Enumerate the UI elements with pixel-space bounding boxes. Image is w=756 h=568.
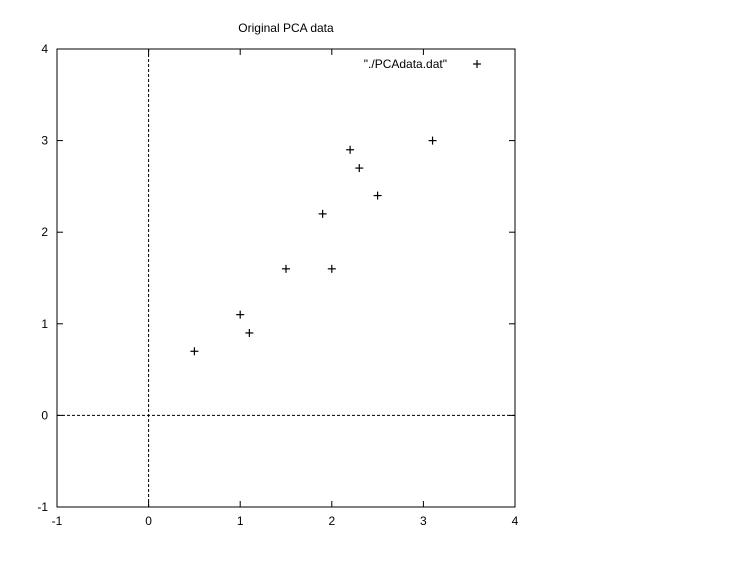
data-point — [318, 209, 327, 218]
data-point — [327, 264, 336, 273]
legend-label: "./PCAdata.dat" — [364, 57, 447, 71]
x-tick-label: 2 — [328, 514, 335, 528]
data-point — [245, 328, 254, 337]
data-point — [373, 191, 382, 200]
y-tick-label: -1 — [37, 500, 48, 514]
legend-plus-marker — [473, 60, 481, 68]
x-tick-label: 1 — [237, 514, 244, 528]
zero-axes — [57, 49, 515, 507]
x-tick-label: -1 — [52, 514, 63, 528]
plot-frame — [56, 48, 516, 508]
data-point — [428, 136, 437, 145]
x-tick-label: 4 — [512, 514, 519, 528]
x-tick-label: 0 — [145, 514, 152, 528]
legend-marker — [473, 60, 481, 68]
y-axis: -1 0 1 2 3 4 — [37, 42, 515, 514]
y-tick-label: 4 — [41, 42, 48, 56]
x-tick-label: 3 — [420, 514, 427, 528]
y-tick-label: 1 — [41, 317, 48, 331]
data-point — [346, 145, 355, 154]
data-point — [236, 310, 245, 319]
y-tick-label: 0 — [41, 408, 48, 422]
y-tick-label: 3 — [41, 134, 48, 148]
chart-title: Original PCA data — [238, 21, 334, 35]
data-point — [190, 347, 199, 356]
data-point — [282, 264, 290, 273]
x-axis: -1 0 1 2 3 4 — [52, 49, 519, 528]
y-tick-label: 2 — [41, 225, 48, 239]
legend: "./PCAdata.dat" — [364, 57, 481, 71]
data-point — [355, 164, 364, 173]
data-points — [190, 136, 437, 356]
